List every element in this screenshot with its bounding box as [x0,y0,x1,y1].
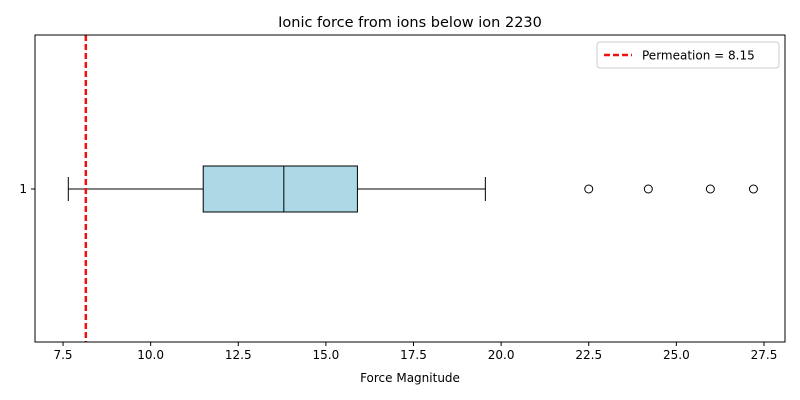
plot-area [67,35,758,342]
x-axis: 7.5 10.0 12.5 15.0 17.5 20.0 22.5 25.0 27.5 [53,342,777,362]
x-tick-label: 22.5 [575,348,602,362]
outlier-point [584,184,594,194]
y-axis: 1 [19,182,35,196]
x-axis-label: Force Magnitude [360,371,460,385]
outlier-point [643,184,653,194]
outlier-point [705,184,715,194]
x-tick-label: 12.5 [225,348,252,362]
x-tick-label: 25.0 [663,348,690,362]
x-tick-label: 17.5 [400,348,427,362]
x-tick-label: 15.0 [313,348,340,362]
legend-label: Permeation = 8.15 [642,49,755,63]
x-tick-label: 7.5 [53,348,72,362]
chart-title: Ionic force from ions below ion 2230 [278,15,542,31]
x-tick-label: 10.0 [137,348,164,362]
legend-box [596,41,780,69]
y-tick-label: 1 [19,182,27,196]
legend: Permeation = 8.15 [596,41,780,69]
x-tick-label: 27.5 [751,348,778,362]
interquartile-box [202,165,358,213]
outlier-point [748,184,758,194]
x-tick-label: 20.0 [488,348,515,362]
